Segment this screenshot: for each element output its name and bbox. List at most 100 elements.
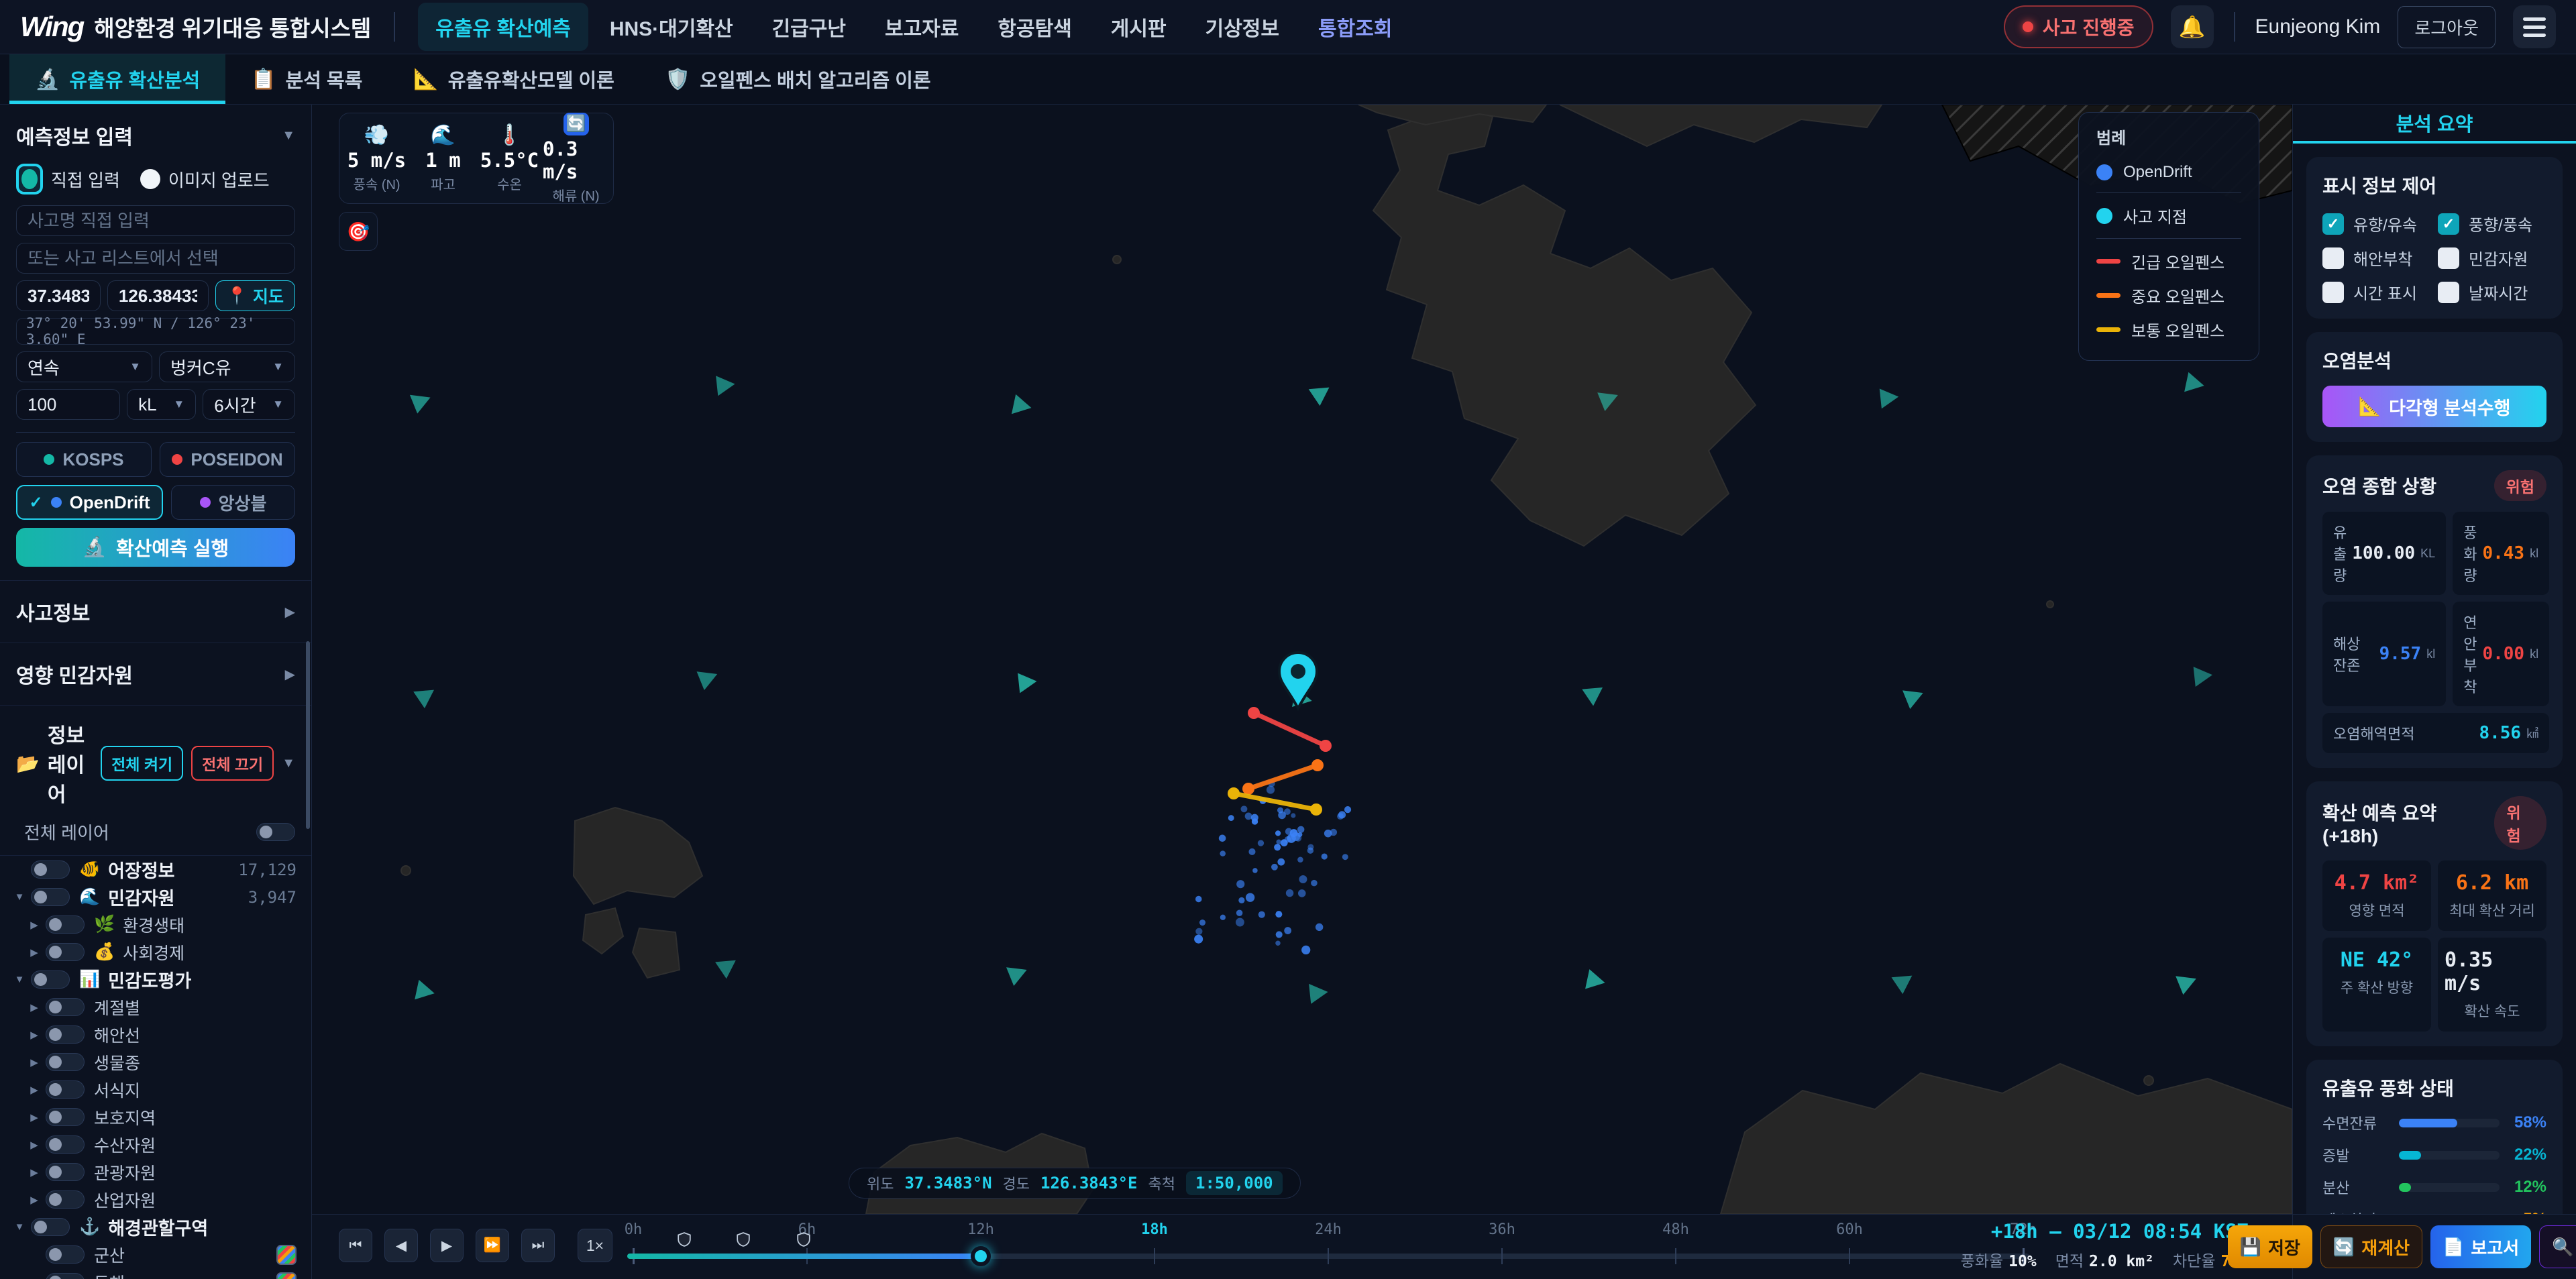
radio-image-upload[interactable]: 이미지 업로드 <box>140 164 270 194</box>
tab-item[interactable]: 🛡️ 오일펜스 배치 알고리즘 이론 <box>640 54 957 104</box>
chevron-right-icon[interactable]: ▶ <box>30 1084 38 1096</box>
nav-item[interactable]: HNS·대기확산 <box>609 18 733 40</box>
layer-toggle[interactable] <box>46 1025 85 1044</box>
nav-item[interactable]: 보고자료 <box>884 18 959 40</box>
step-back-button[interactable]: ◀ <box>384 1229 418 1262</box>
layer-style-swatch-button[interactable] <box>276 1272 297 1279</box>
display-option-checkbox[interactable]: 해안부착 <box>2322 246 2431 270</box>
layer-toggle[interactable] <box>46 1108 85 1126</box>
report-button[interactable]: 📄 보고서 <box>2430 1225 2532 1268</box>
nav-item[interactable]: 기상정보 <box>1205 18 1280 40</box>
incident-name-input[interactable] <box>16 205 295 236</box>
nav-item[interactable]: 게시판 <box>1110 18 1167 40</box>
chevron-down-icon[interactable]: ▼ <box>14 891 25 903</box>
play-button[interactable]: ▶ <box>430 1229 464 1262</box>
bar-label: 수면잔류 <box>2322 1115 2377 1132</box>
nav-item[interactable]: 통합조회 <box>1318 18 1393 40</box>
radio-direct-input[interactable]: 직접 입력 <box>16 164 120 194</box>
map-canvas[interactable]: 💨 5 m/s 풍속 (N) 🌊 1 m 파고 🌡️ 5.5°C 수온 🔄 0.3 m/s 해류 (N… <box>312 105 2292 1214</box>
collapse-chevron-icon[interactable]: ▼ <box>282 755 295 771</box>
layer-toggle[interactable] <box>46 1163 85 1181</box>
nav-item[interactable]: 항공탐색 <box>998 18 1072 40</box>
amount-input[interactable] <box>16 389 121 420</box>
playback-speed-button[interactable]: 1× <box>578 1229 612 1262</box>
skip-end-button[interactable]: ⏭ <box>521 1229 555 1262</box>
recalc-button[interactable]: 🔄 재계산 <box>2320 1225 2423 1268</box>
timeline-track-zone[interactable]: 0h 6h 12h 18h 24h 36h 48h 60h 72h <box>625 1215 2037 1279</box>
timeline-tick <box>1849 1248 1850 1264</box>
chevron-down-icon[interactable]: ▼ <box>14 974 25 985</box>
chevron-right-icon[interactable]: ▶ <box>30 1139 38 1151</box>
model-chip-poseidon[interactable]: POSEIDON <box>160 442 295 477</box>
notification-bell-button[interactable]: 🔔 <box>2170 5 2214 48</box>
layer-toggle[interactable] <box>46 1273 85 1279</box>
run-prediction-button[interactable]: 🔬 확산예측 실행 <box>16 528 295 567</box>
model-chip-kosps[interactable]: KOSPS <box>16 442 152 477</box>
polygon-analysis-button[interactable]: 📐 다각형 분석수행 <box>2322 386 2546 427</box>
incident-info-section[interactable]: 사고정보 ▶ <box>0 581 311 643</box>
timeline-thumb[interactable] <box>971 1246 991 1266</box>
display-option-checkbox[interactable]: ✓ 풍향/풍속 <box>2438 212 2546 235</box>
nav-item[interactable]: 유출유 확산예측 <box>418 3 588 51</box>
layer-toggle[interactable] <box>46 1080 85 1099</box>
sidebar-scrollbar[interactable] <box>306 641 310 829</box>
layer-toggle[interactable] <box>46 915 85 934</box>
section-title: 예측정보 입력 <box>16 127 133 149</box>
duration-select[interactable]: 6시간 ▼ <box>203 389 295 420</box>
tab-active[interactable]: 🔬 유출유 확산분석 <box>9 54 226 104</box>
unit-select[interactable]: kL ▼ <box>127 389 197 420</box>
action-buttons: 💾 저장 🔄 재계산 📄 보고서 🔍역추적 <box>2227 1215 2576 1279</box>
model-chip-앙상블[interactable]: 앙상블 <box>171 485 295 520</box>
oil-particle <box>1238 897 1245 903</box>
layer-toggle[interactable] <box>31 860 70 879</box>
chevron-right-icon[interactable]: ▶ <box>30 1001 38 1013</box>
all-layers-on-button[interactable]: 전체 켜기 <box>101 746 184 781</box>
chevron-right-icon[interactable]: ▶ <box>30 1111 38 1123</box>
backtrack-button[interactable]: 🔍역추적 <box>2539 1225 2576 1268</box>
layer-style-swatch-button[interactable] <box>276 1244 297 1265</box>
layer-toggle[interactable] <box>31 1218 70 1236</box>
display-option-checkbox[interactable]: ✓ 유향/유속 <box>2322 212 2431 235</box>
layer-toggle[interactable] <box>31 970 70 989</box>
layer-toggle[interactable] <box>46 998 85 1016</box>
incident-list-input[interactable] <box>16 243 295 274</box>
model-chip-opendrift[interactable]: ✓ OpenDrift <box>16 485 163 520</box>
layer-toggle[interactable] <box>46 943 85 961</box>
pick-on-map-button[interactable]: 📍 지도 <box>215 280 295 311</box>
save-button[interactable]: 💾 저장 <box>2227 1225 2312 1268</box>
impact-resources-section[interactable]: 영향 민감자원 ▶ <box>0 643 311 706</box>
layer-toggle[interactable] <box>46 1053 85 1071</box>
latitude-input[interactable] <box>16 280 101 311</box>
logout-button[interactable]: 로그아웃 <box>2398 5 2496 48</box>
display-option-checkbox[interactable]: 시간 표시 <box>2322 280 2431 304</box>
chevron-right-icon[interactable]: ▶ <box>30 1194 38 1206</box>
layer-toggle[interactable] <box>46 1190 85 1209</box>
stat-label: 오염해역면적 <box>2333 726 2415 742</box>
tab-item[interactable]: 📋 분석 목록 <box>225 54 388 104</box>
chevron-right-icon[interactable]: ▶ <box>30 919 38 931</box>
master-layer-toggle[interactable] <box>256 823 295 841</box>
oil-type-select[interactable]: 벙커C유 ▼ <box>159 351 295 382</box>
skip-start-button[interactable]: ⏮ <box>339 1229 372 1262</box>
layer-toggle[interactable] <box>46 1245 85 1264</box>
chevron-right-icon[interactable]: ▶ <box>30 1166 38 1178</box>
layer-toggle[interactable] <box>31 888 70 906</box>
menu-button[interactable] <box>2513 5 2556 48</box>
spread-cell: 6.2 km 최대 확산 거리 <box>2438 860 2546 931</box>
longitude-input[interactable] <box>107 280 209 311</box>
nav-item[interactable]: 긴급구난 <box>771 18 846 40</box>
chevron-down-icon[interactable]: ▼ <box>14 1221 25 1233</box>
fast-forward-button[interactable]: ⏩ <box>476 1229 509 1262</box>
chevron-right-icon[interactable]: ▶ <box>30 946 38 958</box>
stat-value: 100.00 <box>2352 543 2416 563</box>
collapse-chevron-icon[interactable]: ▼ <box>282 127 295 143</box>
chevron-right-icon[interactable]: ▶ <box>30 1029 38 1041</box>
tab-item[interactable]: 📐 유출유확산모델 이론 <box>388 54 640 104</box>
layer-toggle[interactable] <box>46 1135 85 1154</box>
display-option-checkbox[interactable]: 날짜시간 <box>2438 280 2546 304</box>
spill-type-select[interactable]: 연속 ▼ <box>16 351 152 382</box>
recenter-target-button[interactable]: 🎯 <box>339 212 378 251</box>
all-layers-off-button[interactable]: 전체 끄기 <box>191 746 274 781</box>
display-option-checkbox[interactable]: 민감자원 <box>2438 246 2546 270</box>
chevron-right-icon[interactable]: ▶ <box>30 1056 38 1068</box>
